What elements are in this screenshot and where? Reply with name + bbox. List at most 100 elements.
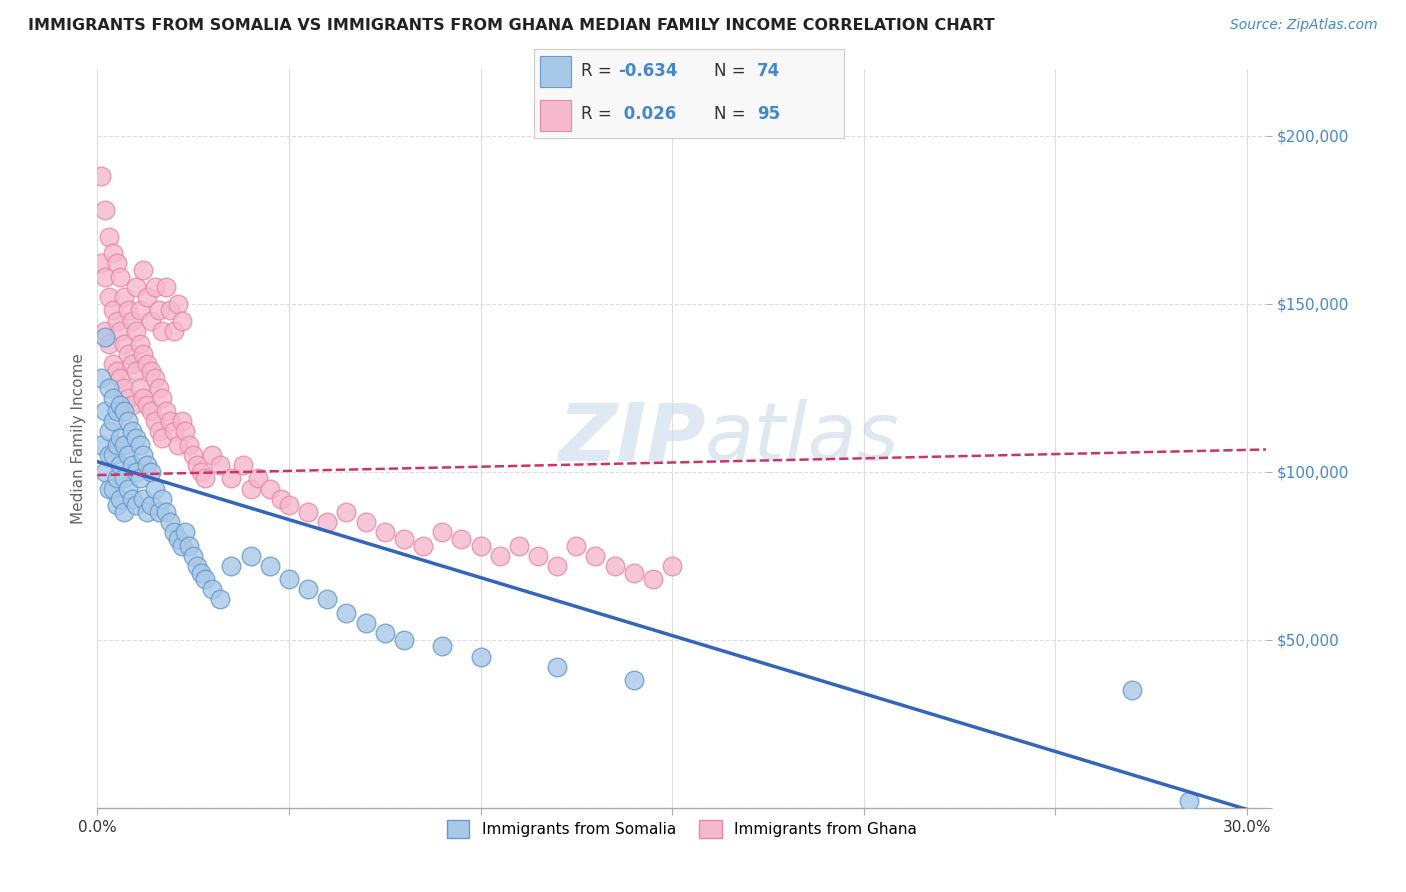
Point xyxy=(132,347,155,361)
Point xyxy=(124,280,146,294)
Text: R =: R = xyxy=(581,105,617,123)
Point xyxy=(641,572,664,586)
Point xyxy=(166,438,188,452)
Point xyxy=(128,438,150,452)
Point xyxy=(121,491,143,506)
Point xyxy=(136,357,159,371)
Text: IMMIGRANTS FROM SOMALIA VS IMMIGRANTS FROM GHANA MEDIAN FAMILY INCOME CORRELATIO: IMMIGRANTS FROM SOMALIA VS IMMIGRANTS FR… xyxy=(28,18,995,33)
Text: Source: ZipAtlas.com: Source: ZipAtlas.com xyxy=(1230,18,1378,32)
Point xyxy=(470,649,492,664)
Point xyxy=(374,626,396,640)
Point xyxy=(94,404,117,418)
Point xyxy=(90,370,112,384)
Point xyxy=(110,269,132,284)
Point xyxy=(546,558,568,573)
Point xyxy=(201,582,224,597)
Point xyxy=(186,558,208,573)
Point xyxy=(117,448,139,462)
Point xyxy=(174,425,197,439)
Point xyxy=(152,491,174,506)
Point xyxy=(297,582,319,597)
Point xyxy=(508,539,530,553)
Point xyxy=(194,471,217,485)
Point xyxy=(259,558,281,573)
Point xyxy=(124,431,146,445)
Point xyxy=(239,482,262,496)
Point xyxy=(166,532,188,546)
Point xyxy=(374,525,396,540)
Point xyxy=(94,202,117,217)
Point xyxy=(623,566,645,580)
Point xyxy=(316,515,339,529)
Point xyxy=(110,370,132,384)
Point xyxy=(132,448,155,462)
Point xyxy=(546,659,568,673)
Point xyxy=(121,425,143,439)
Point xyxy=(152,324,174,338)
Point xyxy=(105,313,128,327)
Point xyxy=(139,313,162,327)
Point xyxy=(623,673,645,687)
Point xyxy=(97,448,120,462)
Point xyxy=(105,256,128,270)
Point xyxy=(450,532,472,546)
Point xyxy=(174,525,197,540)
Point xyxy=(136,505,159,519)
Text: 74: 74 xyxy=(756,62,780,80)
Point xyxy=(117,347,139,361)
Point xyxy=(128,337,150,351)
Point xyxy=(221,471,243,485)
Point xyxy=(155,505,177,519)
Point xyxy=(170,414,193,428)
Point xyxy=(139,499,162,513)
Point xyxy=(159,515,181,529)
Point xyxy=(105,499,128,513)
Point xyxy=(101,357,124,371)
Point xyxy=(110,431,132,445)
Bar xyxy=(540,56,571,87)
Point xyxy=(194,572,217,586)
Point xyxy=(186,458,208,472)
Point xyxy=(661,558,683,573)
Text: atlas: atlas xyxy=(704,399,900,477)
Point xyxy=(112,337,135,351)
Point xyxy=(136,458,159,472)
Point xyxy=(1178,794,1201,808)
Point xyxy=(110,458,132,472)
Point xyxy=(90,169,112,183)
Point xyxy=(128,471,150,485)
Text: 0.026: 0.026 xyxy=(617,105,676,123)
Point xyxy=(110,324,132,338)
Point xyxy=(136,290,159,304)
Point xyxy=(97,229,120,244)
Point xyxy=(143,482,166,496)
Point xyxy=(112,471,135,485)
Point xyxy=(159,303,181,318)
Point xyxy=(208,458,231,472)
Text: ZIP: ZIP xyxy=(558,399,704,477)
Point xyxy=(121,458,143,472)
Point xyxy=(94,269,117,284)
Point xyxy=(354,515,377,529)
Point xyxy=(335,505,357,519)
Bar xyxy=(540,100,571,131)
Point xyxy=(201,448,224,462)
Point xyxy=(148,425,170,439)
Point xyxy=(392,632,415,647)
Point xyxy=(181,448,204,462)
Point xyxy=(132,391,155,405)
Point xyxy=(97,482,120,496)
Point xyxy=(128,303,150,318)
Point xyxy=(527,549,550,563)
Point xyxy=(117,303,139,318)
Point xyxy=(565,539,588,553)
Text: 95: 95 xyxy=(756,105,780,123)
Point xyxy=(94,465,117,479)
Point xyxy=(97,381,120,395)
Point xyxy=(603,558,626,573)
Point xyxy=(101,391,124,405)
Point xyxy=(148,303,170,318)
Point xyxy=(170,313,193,327)
Point xyxy=(90,438,112,452)
Point xyxy=(124,324,146,338)
